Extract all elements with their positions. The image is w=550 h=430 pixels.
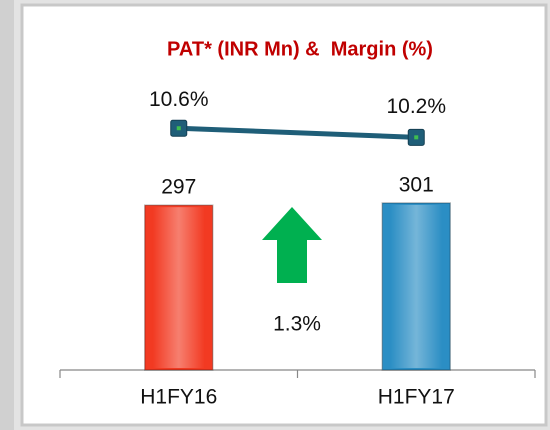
bar-value-label: 297 (161, 176, 196, 199)
marker-dot (176, 126, 181, 131)
x-tick-label: H1FY17 (378, 386, 455, 409)
bar-value-label: 301 (399, 173, 434, 196)
side-panel (0, 0, 14, 430)
margin-value-label: 10.2% (386, 95, 446, 118)
marker-dot (414, 135, 419, 140)
margin-value-label: 10.6% (149, 88, 209, 111)
chart-title: PAT* (INR Mn) & Margin (%) (167, 38, 433, 60)
growth-annotation: 1.3% (273, 313, 321, 336)
bar-shine (390, 204, 443, 368)
margin-line (178, 125, 417, 140)
bar-shine (152, 207, 205, 368)
panel (20, 3, 548, 427)
up-arrow (262, 207, 322, 283)
x-tick-label: H1FY16 (140, 386, 217, 409)
